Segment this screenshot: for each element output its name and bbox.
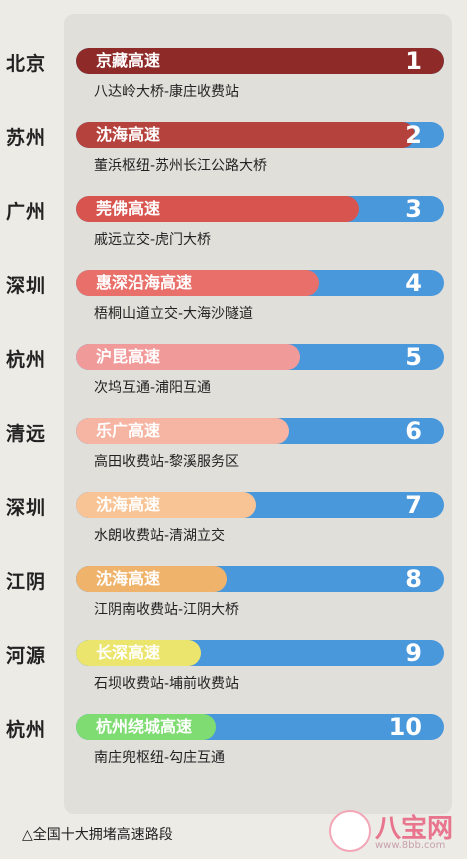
congestion-bar-fill [76, 196, 359, 222]
baby-face-icon [329, 810, 371, 852]
city-label: 杭州 [6, 349, 47, 371]
congestion-bar-fill [76, 270, 319, 296]
road-segment-label: 南庄兜枢纽-勾庄互通 [94, 750, 226, 766]
road-segment-label: 戚远立交-虎门大桥 [94, 232, 212, 248]
city-label: 北京 [6, 53, 47, 75]
rank-number: 7 [405, 492, 422, 518]
congestion-bar: 长深高速 9 [76, 640, 444, 666]
rank-number: 4 [405, 270, 422, 296]
highway-name: 长深高速 [96, 643, 161, 662]
highway-name: 莞佛高速 [96, 199, 161, 218]
city-label: 广州 [6, 201, 47, 223]
congestion-bar: 京藏高速 1 [76, 48, 444, 74]
city-label: 苏州 [6, 127, 47, 149]
road-segment-label: 梧桐山道立交-大海沙隧道 [94, 306, 254, 322]
highway-name: 沈海高速 [96, 495, 161, 514]
highway-name: 沪昆高速 [96, 347, 161, 366]
congestion-bar: 惠深沿海高速 4 [76, 270, 444, 296]
watermark-url: www.8bb.com [375, 840, 446, 851]
congestion-bar-fill [76, 344, 300, 370]
city-label: 江阴 [6, 571, 47, 593]
highway-name: 乐广高速 [96, 421, 161, 440]
city-label: 深圳 [6, 275, 47, 297]
highway-name: 京藏高速 [96, 51, 161, 70]
chart-caption: △全国十大拥堵高速路段 [22, 827, 173, 843]
congestion-bar: 沈海高速 7 [76, 492, 444, 518]
road-segment-label: 江阴南收费站-江阴大桥 [94, 602, 240, 618]
road-segment-label: 高田收费站-黎溪服务区 [94, 454, 240, 470]
congestion-bar-fill [76, 492, 256, 518]
congestion-bar: 莞佛高速 3 [76, 196, 444, 222]
road-segment-label: 次坞互通-浦阳互通 [94, 380, 212, 396]
rank-number: 9 [405, 640, 422, 666]
highway-name: 沈海高速 [96, 569, 161, 588]
congestion-bar-fill [76, 48, 444, 74]
city-label: 清远 [6, 423, 47, 445]
rank-number: 8 [405, 566, 422, 592]
rank-number: 5 [405, 344, 422, 370]
watermark-text: 八宝网 [375, 814, 454, 844]
city-label: 河源 [6, 645, 47, 667]
congestion-bar: 杭州绕城高速 10 [76, 714, 444, 740]
congestion-bar: 沈海高速 8 [76, 566, 444, 592]
congestion-bar: 沪昆高速 5 [76, 344, 444, 370]
congestion-bar-fill [76, 122, 415, 148]
highway-name: 惠深沿海高速 [96, 273, 193, 292]
congestion-bar-fill [76, 714, 216, 740]
highway-name: 沈海高速 [96, 125, 161, 144]
road-segment-label: 水朗收费站-清湖立交 [94, 528, 226, 544]
road-segment-label: 八达岭大桥-康庄收费站 [94, 84, 240, 100]
highway-name: 杭州绕城高速 [96, 717, 193, 736]
rank-number: 10 [388, 714, 422, 740]
congestion-bar: 乐广高速 6 [76, 418, 444, 444]
city-label: 深圳 [6, 497, 47, 519]
congestion-bar-fill [76, 566, 227, 592]
road-segment-label: 董浜枢纽-苏州长江公路大桥 [94, 158, 268, 174]
watermark-logo: 八宝网 www.8bb.com [329, 808, 455, 854]
rank-number: 2 [405, 122, 422, 148]
rank-number: 1 [405, 48, 422, 74]
congestion-bar-fill [76, 640, 201, 666]
rank-number: 3 [405, 196, 422, 222]
congestion-bar-fill [76, 418, 289, 444]
city-label: 杭州 [6, 719, 47, 741]
rank-number: 6 [405, 418, 422, 444]
road-segment-label: 石坝收费站-埔前收费站 [94, 676, 240, 692]
congestion-bar: 沈海高速 2 [76, 122, 444, 148]
